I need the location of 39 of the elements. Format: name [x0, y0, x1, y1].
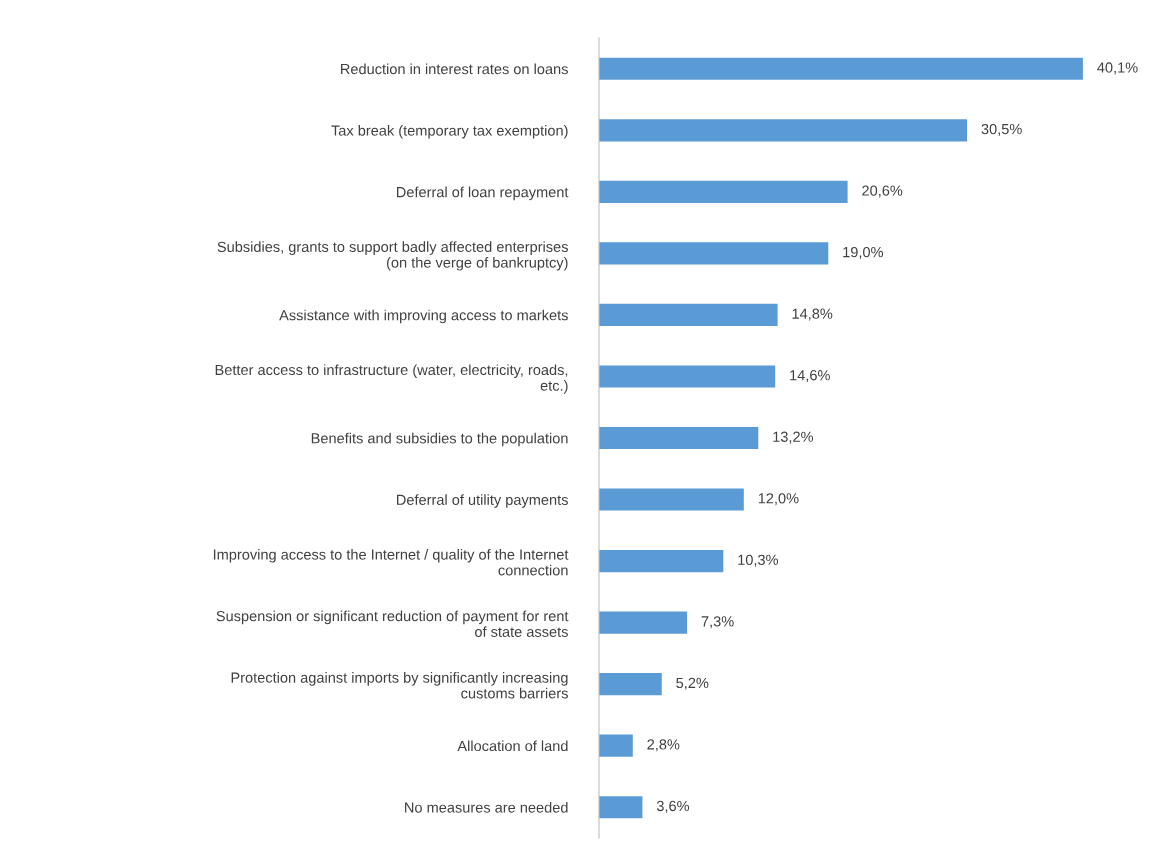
y-tick-label: Benefits and subsidies to the population — [311, 432, 568, 447]
y-tick-label: Better access to infrastructure (water, electricity, roads, etc.) — [215, 364, 568, 394]
bar — [599, 303, 778, 326]
data-label: 10,3% — [738, 554, 779, 567]
bar — [599, 796, 643, 819]
y-tick-label: Subsidies, grants to support badly affected enterprises (on the verge of bankruptcy) — [217, 241, 568, 271]
data-label: 40,1% — [1097, 62, 1138, 75]
data-label: 19,0% — [843, 246, 884, 260]
data-label: 2,8% — [647, 739, 680, 752]
bar — [599, 365, 776, 388]
data-label: 13,2% — [773, 431, 814, 444]
y-tick-label: Reduction in interest rates on loans — [341, 63, 568, 75]
bar — [599, 734, 633, 757]
data-label: 5,2% — [676, 677, 709, 690]
data-label: 14,6% — [790, 370, 830, 383]
bar — [599, 488, 744, 511]
y-tick-label: Assistance with improving access to markets — [279, 309, 568, 324]
data-label: 20,6% — [862, 185, 903, 198]
bar — [599, 119, 968, 142]
y-tick-label: Allocation of land — [457, 740, 568, 752]
bar — [599, 57, 1083, 80]
bar — [599, 180, 848, 203]
y-tick-label: Improving access to the Internet / quality of the Internet connection — [213, 549, 569, 576]
y-tick-label: Protection against imports by significantly increasing customs barriers — [231, 672, 568, 699]
bar — [599, 611, 688, 634]
data-label: 7,3% — [701, 616, 734, 629]
data-label: 30,5% — [981, 123, 1022, 136]
bar — [599, 242, 829, 265]
y-tick-label: Suspension or significant reduction of payment for rent of state assets — [216, 610, 569, 637]
y-tick-label: Deferral of loan repayment — [397, 186, 569, 201]
bar — [599, 550, 724, 573]
y-tick-label: No measures are needed — [405, 801, 568, 813]
y-tick-label: Tax break (temporary tax exemption) — [331, 125, 568, 139]
y-tick-label: Deferral of utility payments — [397, 494, 568, 508]
bar — [599, 673, 662, 696]
data-label: 3,6% — [656, 800, 690, 813]
bar — [599, 426, 759, 450]
data-label: 14,8% — [792, 308, 833, 321]
data-label: 12,0% — [758, 493, 799, 506]
